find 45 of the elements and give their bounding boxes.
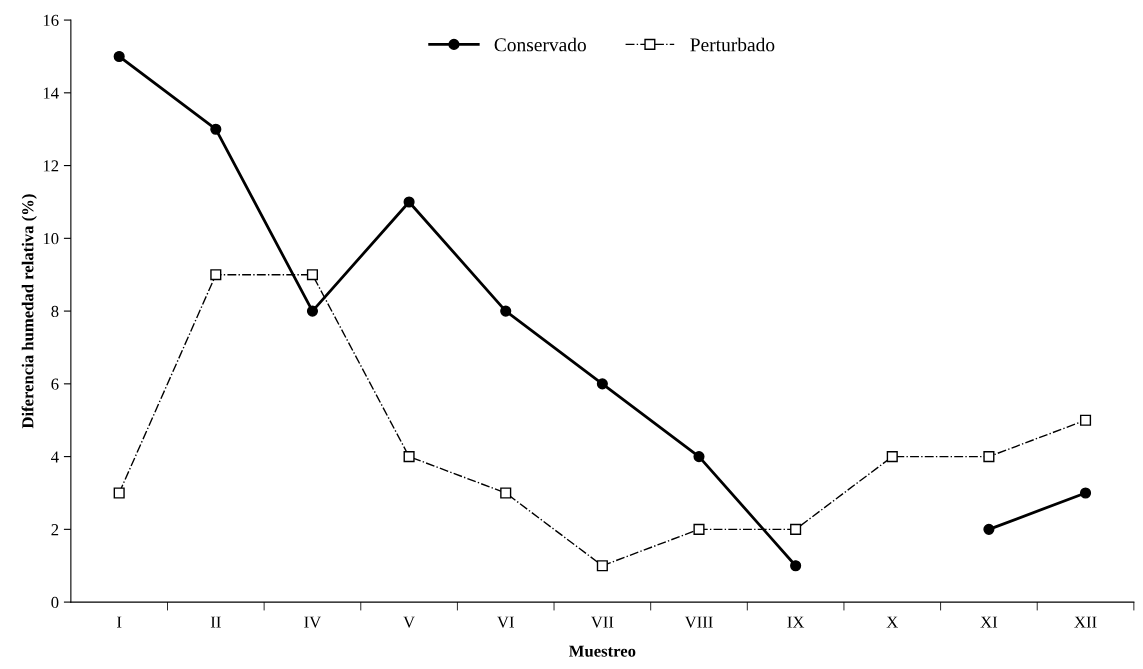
x-tick-label: VI xyxy=(497,616,514,628)
y-tick-label: 16 xyxy=(43,14,59,27)
y-tick-label: 2 xyxy=(51,524,59,536)
point xyxy=(210,123,222,135)
point xyxy=(113,50,125,63)
x-tick-label: XI xyxy=(980,616,998,628)
x-tick-label: IX xyxy=(787,616,805,628)
y-tick-label: 12 xyxy=(43,160,59,172)
x-tick-label: XII xyxy=(1074,616,1097,628)
x-tick-label: VII xyxy=(590,616,614,628)
x-tick-label: II xyxy=(210,616,221,628)
y-tick-label: 4 xyxy=(51,451,59,463)
point xyxy=(403,451,415,463)
point xyxy=(983,523,995,535)
point xyxy=(596,378,608,390)
y-tick-label: 6 xyxy=(51,378,59,390)
x-tick-label: V xyxy=(403,616,415,628)
x-tick-label: X xyxy=(886,616,898,628)
y-axis-title: Diferencia humedad relativa (%) xyxy=(21,194,37,429)
y-tick-label: 8 xyxy=(51,305,59,318)
point xyxy=(693,523,705,535)
y-tick-label: 10 xyxy=(43,233,59,245)
x-axis-title: Muestreo xyxy=(569,645,636,657)
point xyxy=(210,269,222,281)
x-tick-label: IV xyxy=(304,616,322,628)
y-tick-label: 14 xyxy=(43,87,59,99)
legend-label: Perturbado xyxy=(690,37,775,52)
x-tick-label: VIII xyxy=(684,616,713,628)
point xyxy=(886,451,898,463)
point xyxy=(790,523,802,535)
point xyxy=(500,305,512,317)
point xyxy=(500,487,512,499)
point xyxy=(596,560,608,572)
x-tick-label: I xyxy=(117,616,122,628)
point xyxy=(113,487,125,499)
legend-label: Conservado xyxy=(494,37,586,52)
y-tick-label: 0 xyxy=(51,596,59,609)
point xyxy=(403,196,415,208)
point xyxy=(693,451,705,463)
point xyxy=(983,451,995,463)
point xyxy=(1079,487,1092,499)
point xyxy=(1079,414,1092,426)
point xyxy=(790,560,802,572)
point xyxy=(306,269,319,281)
point xyxy=(306,305,319,317)
